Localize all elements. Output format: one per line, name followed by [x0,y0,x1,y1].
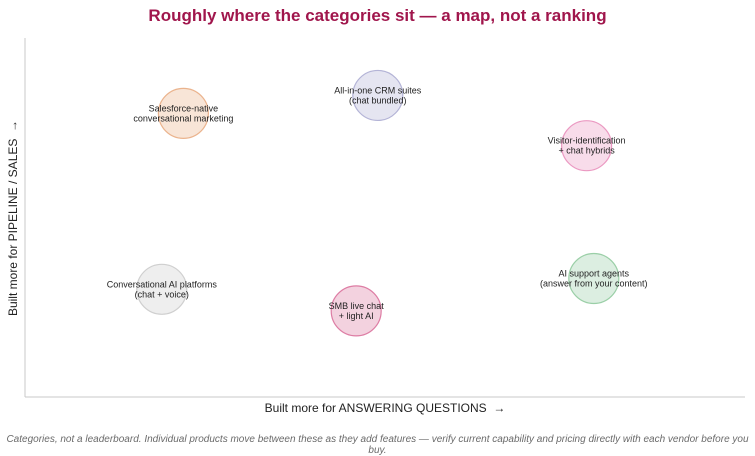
category-point: Conversational AI platforms(chat + voice… [107,263,218,315]
category-label: AI support agents [559,269,630,279]
category-bubble [568,252,620,305]
category-point: Visitor-identification+ chat hybrids [548,120,626,172]
y-axis-label: Built more for PIPELINE / SALES → [6,120,20,316]
footnote: Categories, not a leaderboard. Individua… [6,434,749,456]
category-label: (answer from your content) [540,279,648,289]
category-label: (chat + voice) [135,289,189,299]
category-bubble [352,69,404,122]
category-point: AI support agents(answer from your conte… [540,252,648,305]
category-label: All-in-one CRM suites [334,85,422,95]
category-label: conversational marketing [133,113,233,123]
category-label: Salesforce-native [149,103,219,113]
x-axis-label: Built more for ANSWERING QUESTIONS → [265,401,506,415]
chart-title: Roughly where the categories sit — a map… [148,6,607,25]
category-label: + chat hybrids [558,146,615,156]
category-bubble [560,120,613,172]
category-label: + light AI [339,311,374,321]
category-bubble [136,263,188,315]
category-point: All-in-one CRM suites(chat bundled) [334,69,422,122]
category-label: Visitor-identification [548,136,626,146]
category-label: (chat bundled) [349,95,407,105]
category-label: Conversational AI platforms [107,279,218,289]
category-point: SMB live chat+ light AI [329,285,385,337]
category-label: SMB live chat [329,301,385,311]
category-bubble [330,285,382,337]
category-bubble [157,87,209,139]
